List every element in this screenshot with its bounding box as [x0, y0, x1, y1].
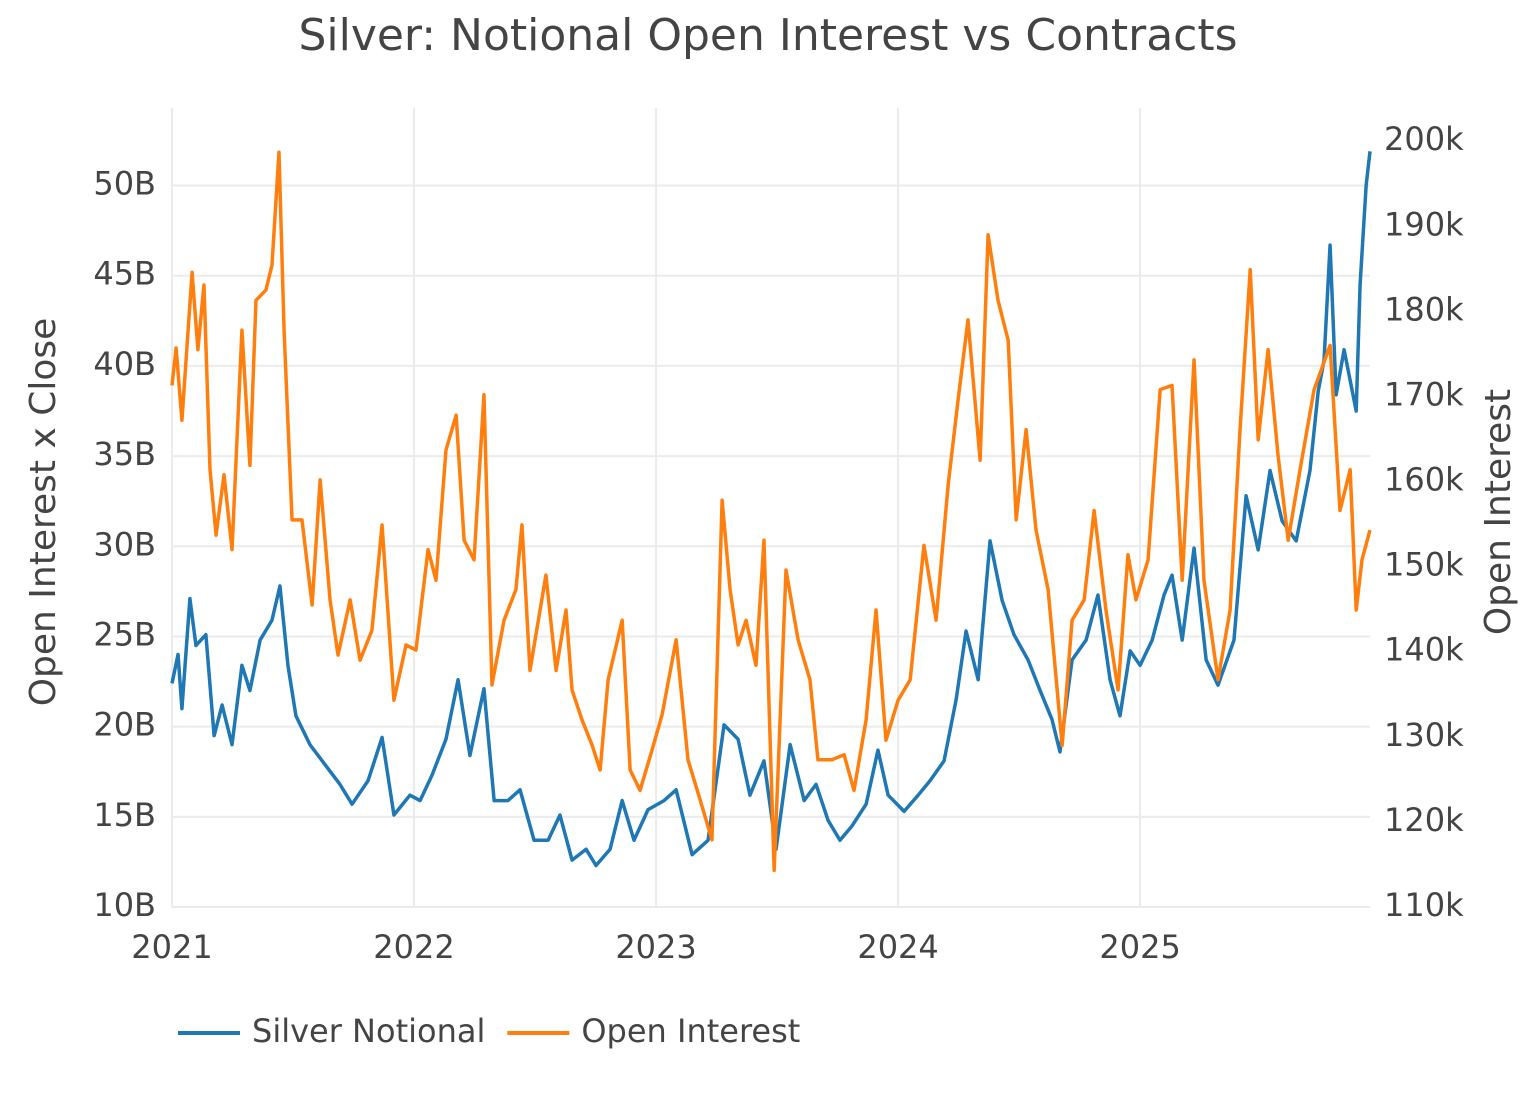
y2-tick-label: 130k	[1384, 716, 1464, 754]
y2-tick-label: 170k	[1384, 375, 1464, 413]
legend-label: Open Interest	[581, 1012, 800, 1050]
x-tick-label: 2025	[1099, 928, 1180, 966]
y-tick-label: 35B	[93, 435, 156, 473]
series-line	[170, 150, 1372, 873]
y2-tick-label: 150k	[1384, 546, 1464, 584]
chart-title: Silver: Notional Open Interest vs Contra…	[298, 10, 1237, 61]
y2-tick-label: 190k	[1384, 205, 1464, 243]
y2-tick-label: 110k	[1384, 886, 1464, 924]
y2-axis-title: Open Interest	[1478, 389, 1519, 635]
y-axis-title: Open Interest x Close	[23, 318, 64, 707]
y-tick-label: 45B	[93, 255, 156, 293]
x-tick-label: 2023	[615, 928, 696, 966]
y2-tick-label: 180k	[1384, 290, 1464, 328]
y2-tick-label: 120k	[1384, 801, 1464, 839]
y2-tick-label: 140k	[1384, 631, 1464, 669]
y-tick-label: 50B	[93, 165, 156, 203]
y2-tick-label: 200k	[1384, 120, 1464, 158]
legend-label: Silver Notional	[252, 1012, 485, 1050]
y-tick-label: 30B	[93, 525, 156, 563]
y2-tick-label: 160k	[1384, 461, 1464, 499]
y-tick-label: 10B	[93, 886, 156, 924]
x-tick-label: 2024	[857, 928, 938, 966]
y-tick-label: 25B	[93, 615, 156, 653]
y-tick-label: 15B	[93, 796, 156, 834]
x-tick-label: 2022	[373, 928, 454, 966]
y-tick-label: 20B	[93, 706, 156, 744]
x-tick-label: 2021	[131, 928, 212, 966]
y-tick-label: 40B	[93, 345, 156, 383]
series-line	[170, 151, 1372, 868]
